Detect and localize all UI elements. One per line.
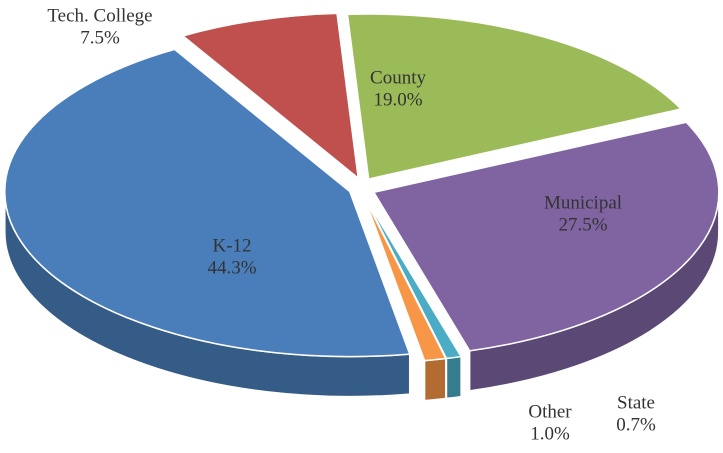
slice [4,48,411,358]
slice-name: County [370,67,426,88]
slice-name: K-12 [212,235,251,256]
slice-value: 0.7% [616,414,656,435]
slice-side [423,357,447,402]
slice-name: State [617,392,655,413]
slice-value: 1.0% [530,423,570,444]
slice [373,121,720,352]
slice [346,13,682,180]
slice-name: Tech. College [47,5,152,26]
pie-tops [4,12,720,362]
slice [363,197,447,362]
slice-value: 27.5% [558,214,607,235]
slice-side [445,355,462,400]
slice-value: 7.5% [80,27,120,48]
slice-name: Municipal [544,192,622,213]
slice-name: Other [528,401,572,422]
slice-value: 19.0% [373,89,422,110]
slice-value: 44.3% [207,257,256,278]
pie-walls [4,190,720,402]
slice [182,12,359,179]
